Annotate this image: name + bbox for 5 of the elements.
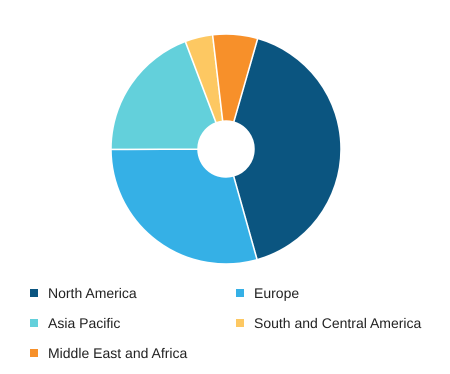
- legend-label: South and Central America: [254, 315, 422, 331]
- legend-label: North America: [48, 285, 137, 301]
- legend-label: Middle East and Africa: [48, 345, 188, 361]
- legend-label: Europe: [254, 285, 300, 301]
- legend-label: Asia Pacific: [48, 315, 120, 331]
